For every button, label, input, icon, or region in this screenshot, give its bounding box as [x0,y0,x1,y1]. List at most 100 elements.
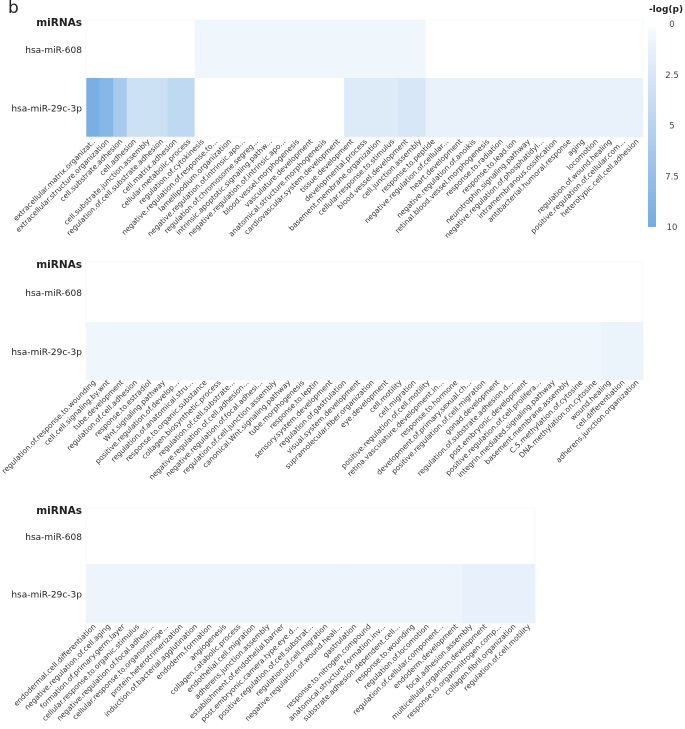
heatmap-cell [344,20,359,78]
heatmap-cell [113,262,129,322]
heatmap-cell [143,564,159,623]
heatmap-cell [390,564,406,623]
heatmap-cell [433,508,449,564]
heatmap-cell [520,20,535,78]
heatmap-cell [208,20,223,78]
heatmap-cell [520,508,536,564]
heatmap-cell [559,262,574,322]
heatmap-cell [253,262,268,322]
heatmap-cell [208,78,223,137]
heatmap-cell [308,322,324,380]
heatmap-cell [477,564,492,623]
heatmap-cell [534,20,549,78]
heatmap-cell [475,262,491,322]
heatmap-frame [85,507,536,624]
heatmap-cell [113,322,129,380]
heatmap-cell [316,78,331,137]
heatmap-cell [587,322,602,380]
heatmap-cell [86,322,101,380]
heatmap-cell [197,262,212,322]
row-label: hsa-miR-29c-3p [11,591,82,601]
heatmap-cell [249,78,264,137]
heatmap-cell [406,322,421,380]
heatmap-cell [615,20,630,78]
heatmap-cell [561,78,576,137]
heatmap-cell [602,20,617,78]
heatmap-cell [479,20,494,78]
heatmap-cell [316,20,331,78]
heatmap-cell [127,262,143,322]
heatmap-cell [404,508,420,564]
heatmap-cell [86,508,101,564]
heatmap-cell [461,322,477,380]
heatmap-cell [629,78,644,137]
heatmap-cell [140,20,155,78]
heatmap-cell [99,262,115,322]
heatmap-cell [99,20,114,78]
heatmap-cell [230,508,246,564]
heatmap-cell [507,20,522,78]
heatmap-cell [99,78,114,137]
heatmap-cell [172,508,188,564]
heatmap-cell [390,508,406,564]
heatmap-cell [425,78,440,137]
heatmap-cell [573,322,588,380]
heatmap-cell [489,322,505,380]
row-header: miRNAs [36,17,82,29]
colorbar-tick: 7.5 [665,172,679,182]
heatmap-cell [143,508,159,564]
heatmap-cell [534,78,549,137]
heatmap-cell [194,78,209,137]
heatmap-cell [375,508,391,564]
colorbar-tick: 10 [667,223,678,233]
heatmap-cell [420,322,435,380]
heatmap-cell [489,262,505,322]
heatmap-cell [280,262,296,322]
colorbar-tick: 5 [669,122,674,132]
heatmap-cell [461,262,477,322]
heatmap-cell [308,262,324,322]
heatmap-cell [425,20,440,78]
row-header: miRNAs [36,259,82,271]
heatmap-cell [506,508,521,564]
heatmap-cell [375,564,391,623]
heatmap-cell [245,508,261,564]
heatmap-cell [384,20,399,78]
heatmap-cell [183,322,198,380]
heatmap-cell [466,78,481,137]
heatmap-cell [274,564,290,623]
heatmap-cell [113,78,128,137]
row-label: hsa-miR-29c-3p [11,348,82,358]
heatmap-cell [531,262,546,322]
heatmap-cell [289,78,304,137]
heatmap-cell [559,322,574,380]
heatmap-cell [197,322,212,380]
heatmap-cell [392,322,407,380]
heatmap-cell [448,262,463,322]
heatmap-cell [127,322,143,380]
heatmap-cell [239,322,254,380]
heatmap-cell [547,78,562,137]
heatmap-cell [181,20,196,78]
heatmap-cell [225,262,240,322]
heatmap-frame [85,19,644,138]
heatmap-cell [276,20,291,78]
heatmap-cell [531,322,546,380]
row-label: hsa-miR-608 [25,46,82,56]
heatmap-cell [520,564,536,623]
heatmap-cell [346,508,362,564]
heatmap-cell [288,508,304,564]
heatmap-cell [303,508,319,564]
heatmap-cell [561,20,576,78]
heatmap-cell [230,564,246,623]
heatmap-cell [294,262,310,322]
heatmap-cell [336,262,351,322]
heatmap-cell [221,20,236,78]
colorbar-tick: 2.5 [665,71,679,81]
heatmap-cell [187,564,203,623]
heatmap-cell [183,262,198,322]
heatmap-cell [350,262,365,322]
heatmap-cell [547,20,562,78]
heatmap-cell [506,564,521,623]
